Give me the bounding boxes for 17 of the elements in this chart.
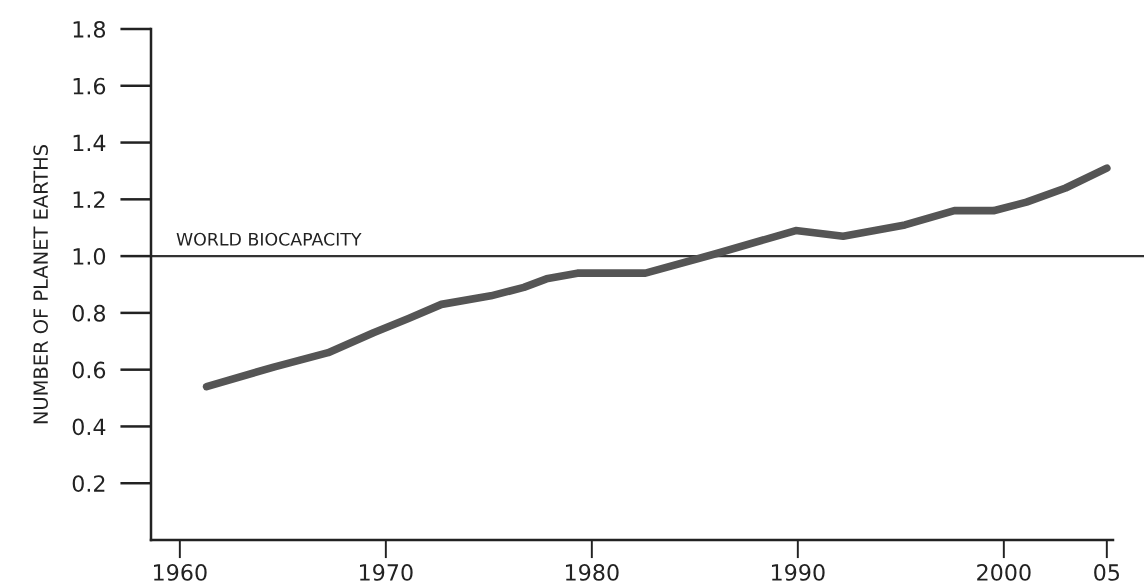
y-tick-label: 0.2 — [72, 475, 105, 492]
x-tick-label: 1970 — [360, 564, 413, 581]
y-axis-title: NUMBER OF PLANET EARTHS — [33, 144, 48, 424]
y-tick-label: 1.2 — [73, 191, 105, 208]
x-tick-label: 1990 — [771, 564, 825, 581]
x-tick-label: 05 — [1094, 564, 1120, 581]
x-tick-label: 2000 — [977, 564, 1031, 581]
y-tick-label: 0.6 — [72, 361, 106, 379]
y-tick-label: 1.0 — [73, 248, 106, 265]
x-tick-label: 1960 — [154, 564, 207, 581]
ref-line-label: WORLD BIOCAPACITY — [176, 232, 362, 246]
y-tick-label: 1.8 — [73, 20, 106, 38]
y-tick-label: 1.4 — [73, 134, 106, 151]
y-tick-label: 0.4 — [72, 418, 106, 436]
x-tick-label: 1980 — [565, 564, 619, 581]
y-tick-label: 1.6 — [73, 77, 106, 95]
y-tick-label: 0.8 — [72, 304, 106, 322]
